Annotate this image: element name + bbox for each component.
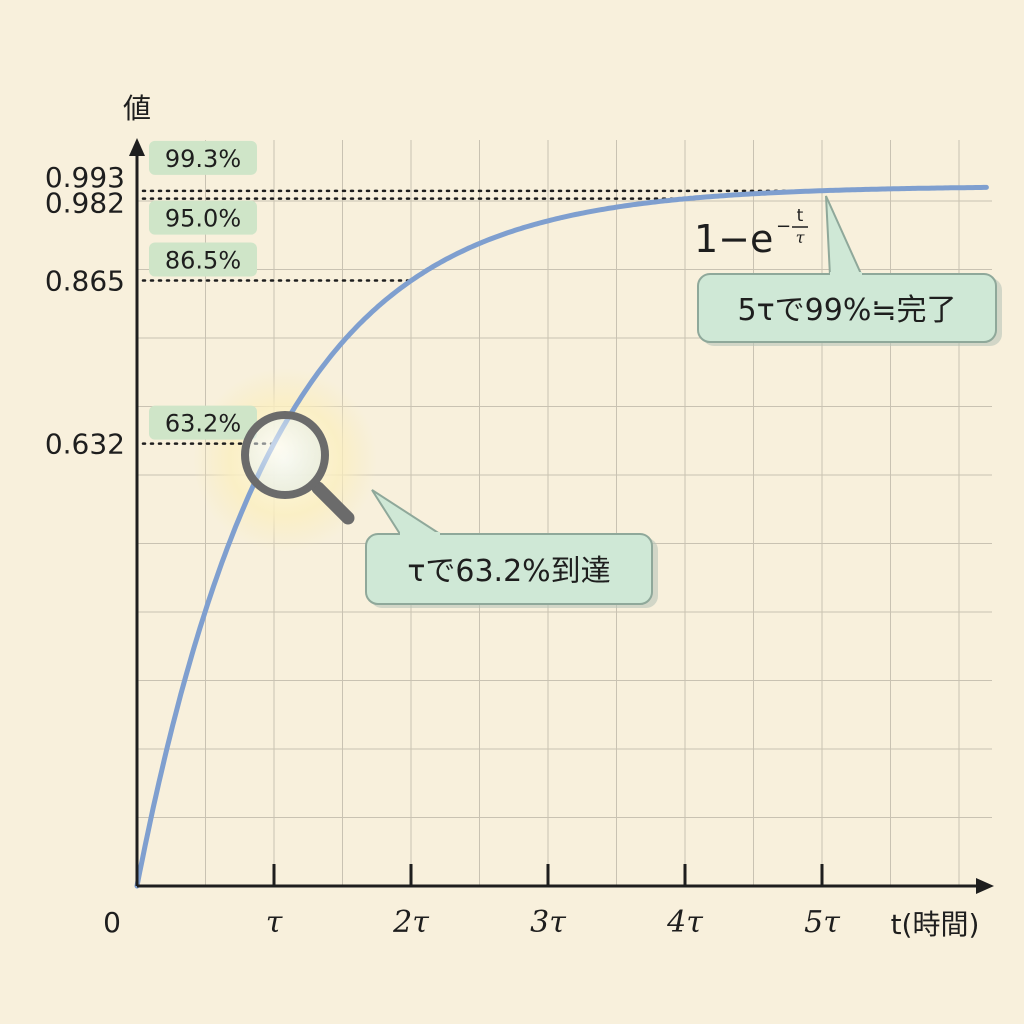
percent-badge-text: 95.0%: [165, 205, 241, 233]
y-tick-label: 0.982: [45, 187, 125, 220]
x-axis-arrow-icon: [976, 878, 994, 894]
percent-badge: 63.2%: [149, 405, 257, 440]
y-tick-label: 0.632: [45, 428, 125, 461]
y-ticks: 0.632 63.2% 0.865 86.5% 0.982 95.0% 0.993 99.3%: [45, 140, 257, 461]
formula-exp-den: τ: [796, 228, 806, 247]
x-tick-label: 5τ: [804, 905, 840, 940]
y-axis-arrow-icon: [129, 138, 145, 156]
callout-5tau-text: 5τで99%≒完了: [738, 293, 957, 328]
y-axis-label: 値: [123, 92, 151, 125]
x-tick-label: τ: [266, 905, 283, 940]
grid: [137, 140, 992, 886]
percent-badge: 95.0%: [149, 200, 257, 235]
percent-badge-text: 99.3%: [165, 145, 241, 173]
x-tick-label: 0: [103, 906, 121, 939]
percent-badge-text: 63.2%: [165, 410, 241, 438]
formula-exp-num: t: [797, 206, 804, 226]
callout-5tau: 5τで99%≒完了: [697, 195, 1002, 346]
percent-badge-text: 86.5%: [165, 247, 241, 275]
callout-tau-text: τで63.2%到達: [407, 554, 610, 589]
percent-badge: 86.5%: [149, 242, 257, 277]
x-tick-label: 3τ: [530, 905, 566, 940]
x-ticks: 0 τ 2τ 3τ 4τ 5τ: [103, 864, 840, 940]
reference-lines: [141, 189, 819, 445]
y-tick-label: 0.993: [45, 161, 125, 194]
formula-base: 1−e: [694, 217, 773, 261]
y-tick-label: 0.865: [45, 265, 125, 298]
percent-badge: 99.3%: [149, 140, 257, 175]
callout-tau: τで63.2%到達: [365, 489, 658, 608]
x-tick-label: 4τ: [666, 905, 703, 940]
formula-exp-sign: −: [776, 216, 791, 237]
x-tick-label: 2τ: [392, 905, 429, 940]
magnifier-icon: [241, 411, 355, 525]
x-axis-label: t(時間): [891, 908, 980, 941]
formula: 1−e − t τ: [694, 206, 808, 261]
